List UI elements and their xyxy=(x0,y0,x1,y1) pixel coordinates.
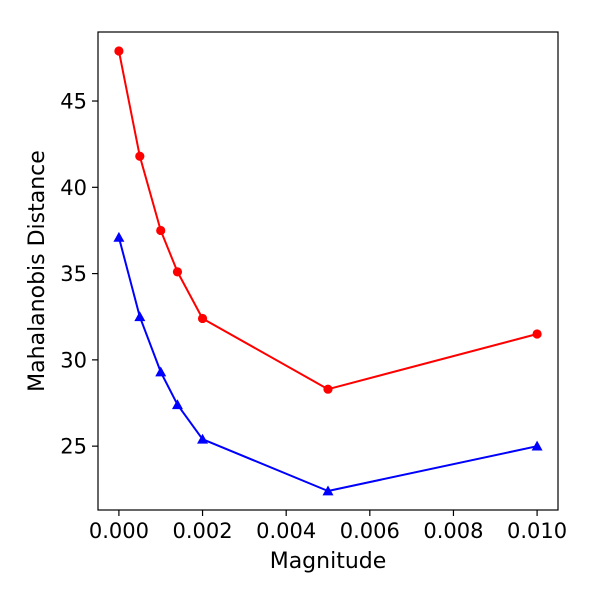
data-point xyxy=(135,151,145,161)
series-1 xyxy=(114,46,542,394)
data-point xyxy=(197,433,209,444)
y-tick-label: 25 xyxy=(60,435,87,459)
data-point xyxy=(156,225,166,236)
data-point xyxy=(134,311,146,322)
series-layer xyxy=(113,46,543,496)
y-axis-label: Mahalanobis Distance xyxy=(25,150,50,392)
x-tick-label: 0.008 xyxy=(423,519,483,543)
plot-frame xyxy=(97,31,559,511)
plot-background xyxy=(98,32,558,510)
series-2 xyxy=(113,231,543,496)
y-axis: 25 30 35 40 45 xyxy=(60,90,98,459)
data-point xyxy=(532,329,542,339)
y-tick-label: 45 xyxy=(60,90,87,114)
y-tick-label: 35 xyxy=(60,262,87,286)
y-tick-label: 40 xyxy=(60,176,87,200)
data-point xyxy=(531,440,543,451)
x-tick-label: 0.000 xyxy=(89,519,149,543)
data-point xyxy=(113,231,125,242)
data-point xyxy=(172,267,183,277)
data-point xyxy=(197,313,208,324)
data-point xyxy=(323,384,333,394)
x-tick-label: 0.002 xyxy=(172,519,232,543)
x-tick-label: 0.004 xyxy=(256,519,316,543)
data-point xyxy=(114,46,124,56)
data-point xyxy=(171,399,183,410)
x-axis: 0.000 0.002 0.004 0.006 0.008 0.010 xyxy=(89,510,567,543)
x-axis-label: Magnitude xyxy=(270,549,387,574)
x-tick-label: 0.006 xyxy=(340,519,400,543)
x-tick-label: 0.010 xyxy=(507,519,567,543)
data-point xyxy=(322,485,334,496)
data-point xyxy=(155,366,167,377)
y-tick-label: 30 xyxy=(60,348,87,372)
